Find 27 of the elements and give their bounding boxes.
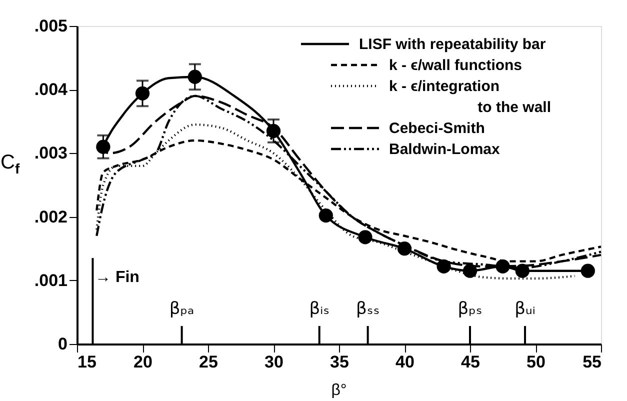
legend-label: k - ϵ/integration to the wall bbox=[389, 78, 551, 116]
y-tick-label: .001 bbox=[34, 270, 68, 290]
annotation: → Fin bbox=[95, 269, 140, 286]
ref-line-label: βₚₛ bbox=[458, 299, 482, 319]
y-tick-label: 0 bbox=[58, 334, 68, 354]
x-tick-label: 50 bbox=[526, 352, 546, 372]
y-tick-label: .004 bbox=[34, 80, 68, 100]
x-tick-label: 25 bbox=[199, 352, 218, 372]
legend-label: Baldwin-Lomax bbox=[389, 141, 500, 158]
x-tick-label: 20 bbox=[134, 352, 152, 372]
x-tick-label: 40 bbox=[396, 352, 414, 372]
x-tick-label: 30 bbox=[264, 352, 284, 372]
legend-label: Cebeci-Smith bbox=[389, 120, 485, 137]
ref-line-label: βₚₐ bbox=[169, 299, 194, 319]
ref-line-label: βᵢₛ bbox=[309, 299, 330, 319]
x-tick-label: 55 bbox=[582, 352, 602, 372]
x-tick-label: 15 bbox=[78, 352, 96, 372]
legend-label: LISF with repeatability bar bbox=[359, 36, 546, 53]
y-tick-label: .005 bbox=[34, 16, 68, 36]
y-tick-label: .003 bbox=[34, 144, 68, 163]
ref-line-label: βᵤᵢ bbox=[514, 299, 536, 319]
x-tick-label: 45 bbox=[461, 352, 480, 372]
x-axis-title: β° bbox=[331, 382, 347, 399]
x-tick-label: 35 bbox=[330, 352, 349, 372]
legend-label: k - ϵ/wall functions bbox=[389, 57, 522, 74]
ref-line-label: βₛₛ bbox=[356, 299, 380, 319]
y-tick-label: .002 bbox=[34, 207, 68, 226]
